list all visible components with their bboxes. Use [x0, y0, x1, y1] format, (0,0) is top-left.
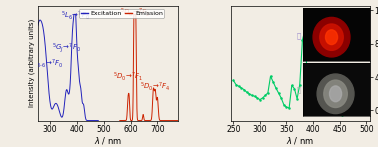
Text: $^5D_0\!\to\!^7F_1$: $^5D_0\!\to\!^7F_1$: [113, 71, 144, 83]
Y-axis label: Intensity (arbitrary units): Intensity (arbitrary units): [28, 19, 35, 107]
Text: $^5D_0\!\to\!^7F_4$: $^5D_0\!\to\!^7F_4$: [140, 80, 171, 93]
X-axis label: $\lambda$ / nm: $\lambda$ / nm: [94, 135, 122, 146]
Text: $^5H_{3\text{-}6}\!\to\!^7F_0$: $^5H_{3\text{-}6}\!\to\!^7F_0$: [28, 57, 64, 70]
Text: 💡: 💡: [296, 86, 301, 93]
X-axis label: $\lambda$ / nm: $\lambda$ / nm: [287, 135, 314, 146]
Text: 💡: 💡: [296, 32, 301, 39]
Text: $^5G_J\!\to\!^7F_0$: $^5G_J\!\to\!^7F_0$: [51, 41, 81, 55]
Text: $^5L_6\!\to\!^7F_0$: $^5L_6\!\to\!^7F_0$: [61, 9, 91, 22]
Legend: Excitation, Emission: Excitation, Emission: [79, 9, 164, 17]
Text: $^5D_0\!\to\!^7F_2$: $^5D_0\!\to\!^7F_2$: [120, 6, 150, 19]
